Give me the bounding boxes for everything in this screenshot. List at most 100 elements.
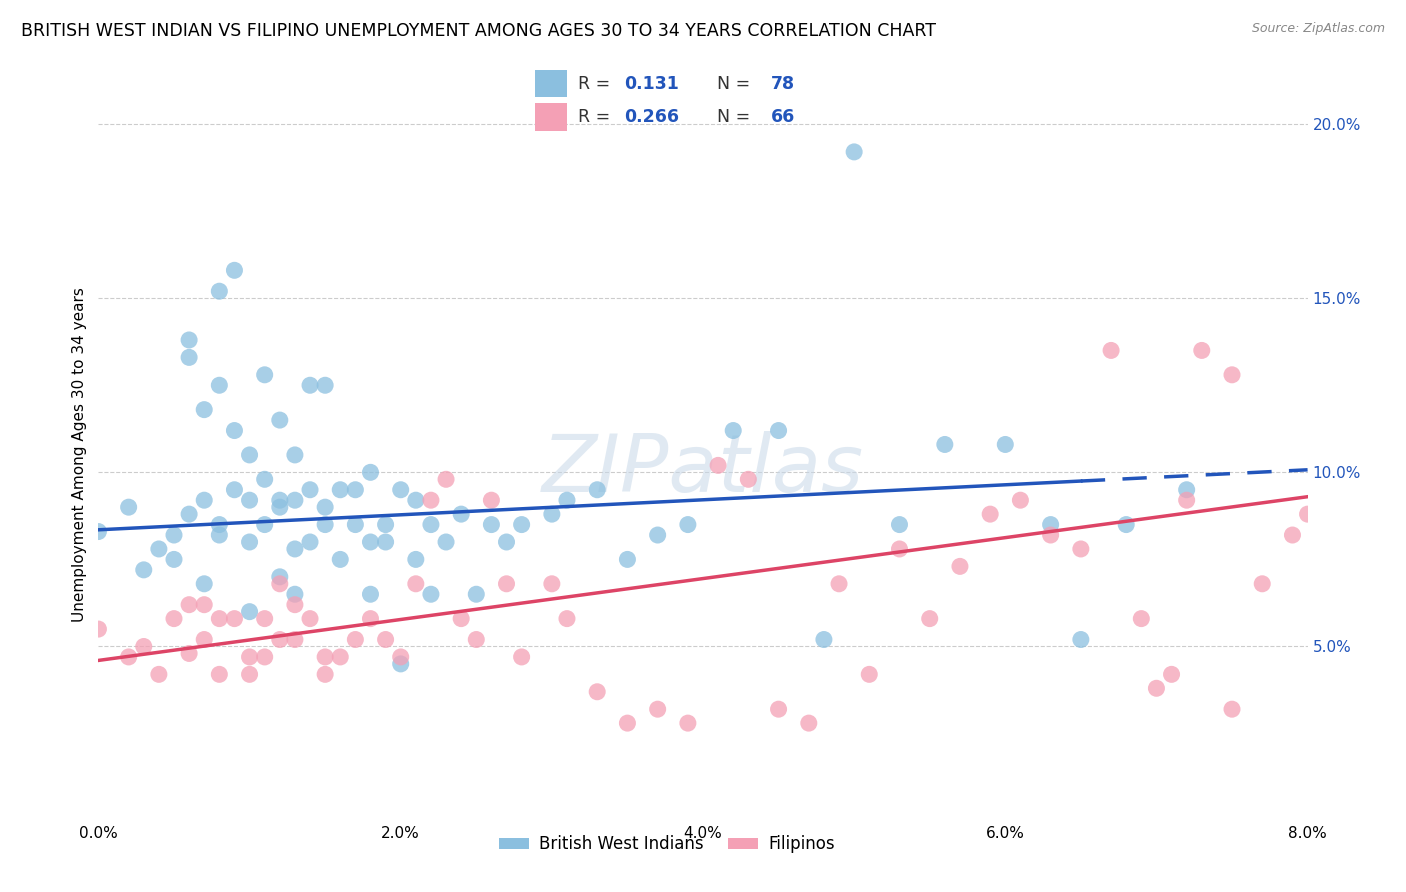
Point <box>510 517 533 532</box>
Point <box>495 535 517 549</box>
Point <box>329 483 352 497</box>
Point <box>1281 528 1303 542</box>
Point <box>586 483 609 497</box>
Point <box>1039 528 1062 542</box>
Point <box>797 716 820 731</box>
Point <box>193 598 215 612</box>
Point <box>329 552 352 566</box>
Point <box>193 632 215 647</box>
Point <box>768 424 790 438</box>
Point <box>239 667 262 681</box>
Point <box>284 448 307 462</box>
Point <box>284 541 307 556</box>
Point <box>224 424 246 438</box>
Point <box>314 667 336 681</box>
Point <box>360 535 382 549</box>
Point <box>132 640 155 654</box>
Point <box>1220 702 1243 716</box>
Point <box>179 351 201 365</box>
Point <box>193 402 215 417</box>
Point <box>389 657 412 671</box>
Point <box>889 517 911 532</box>
Point <box>1175 483 1198 497</box>
Text: N =: N = <box>717 75 756 93</box>
Point <box>299 535 322 549</box>
Point <box>299 483 322 497</box>
Point <box>284 493 307 508</box>
Point <box>179 333 201 347</box>
Point <box>1099 343 1122 358</box>
Point <box>434 472 457 486</box>
Point <box>299 612 322 626</box>
Point <box>994 437 1017 451</box>
Point <box>118 649 141 664</box>
Point <box>163 612 186 626</box>
Point <box>344 483 367 497</box>
Point <box>224 263 246 277</box>
Point <box>420 587 443 601</box>
Point <box>1115 517 1137 532</box>
Point <box>360 612 382 626</box>
Point <box>949 559 972 574</box>
Point <box>979 507 1001 521</box>
Point <box>495 576 517 591</box>
Point <box>420 493 443 508</box>
Point <box>465 632 488 647</box>
Point <box>239 605 262 619</box>
Point <box>405 576 427 591</box>
Point <box>163 552 186 566</box>
Point <box>224 612 246 626</box>
Point <box>723 424 745 438</box>
Point <box>540 576 562 591</box>
Point <box>87 622 110 636</box>
Text: N =: N = <box>717 108 756 126</box>
Point <box>1070 632 1092 647</box>
Point <box>1175 493 1198 508</box>
Point <box>768 702 790 716</box>
Point <box>239 448 262 462</box>
Point <box>253 612 276 626</box>
Point <box>616 716 638 731</box>
Point <box>239 535 262 549</box>
Point <box>389 649 412 664</box>
Text: ZIPatlas: ZIPatlas <box>541 431 865 508</box>
Text: 66: 66 <box>772 108 796 126</box>
Point <box>179 507 201 521</box>
Point <box>647 702 669 716</box>
Point <box>253 368 276 382</box>
Point <box>269 500 291 515</box>
Point <box>208 612 231 626</box>
Bar <box>534 103 567 130</box>
Point <box>1070 541 1092 556</box>
Point <box>314 378 336 392</box>
Legend: British West Indians, Filipinos: British West Indians, Filipinos <box>492 829 842 860</box>
Point <box>193 576 215 591</box>
Text: R =: R = <box>578 108 616 126</box>
Point <box>1220 368 1243 382</box>
Point <box>253 649 276 664</box>
Point <box>374 632 396 647</box>
Point <box>1296 507 1319 521</box>
Point <box>813 632 835 647</box>
Point <box>1039 517 1062 532</box>
Point <box>540 507 562 521</box>
Y-axis label: Unemployment Among Ages 30 to 34 years: Unemployment Among Ages 30 to 34 years <box>72 287 87 623</box>
Point <box>284 632 307 647</box>
Point <box>208 528 231 542</box>
Bar <box>534 70 567 97</box>
Point <box>148 541 170 556</box>
Point <box>344 632 367 647</box>
Point <box>481 517 503 532</box>
Point <box>269 493 291 508</box>
Point <box>374 517 396 532</box>
Point <box>314 649 336 664</box>
Point <box>586 685 609 699</box>
Point <box>253 472 276 486</box>
Point <box>193 493 215 508</box>
Point <box>450 507 472 521</box>
Point <box>1130 612 1153 626</box>
Point <box>707 458 730 473</box>
Point <box>1146 681 1168 696</box>
Point <box>844 145 866 159</box>
Point <box>510 649 533 664</box>
